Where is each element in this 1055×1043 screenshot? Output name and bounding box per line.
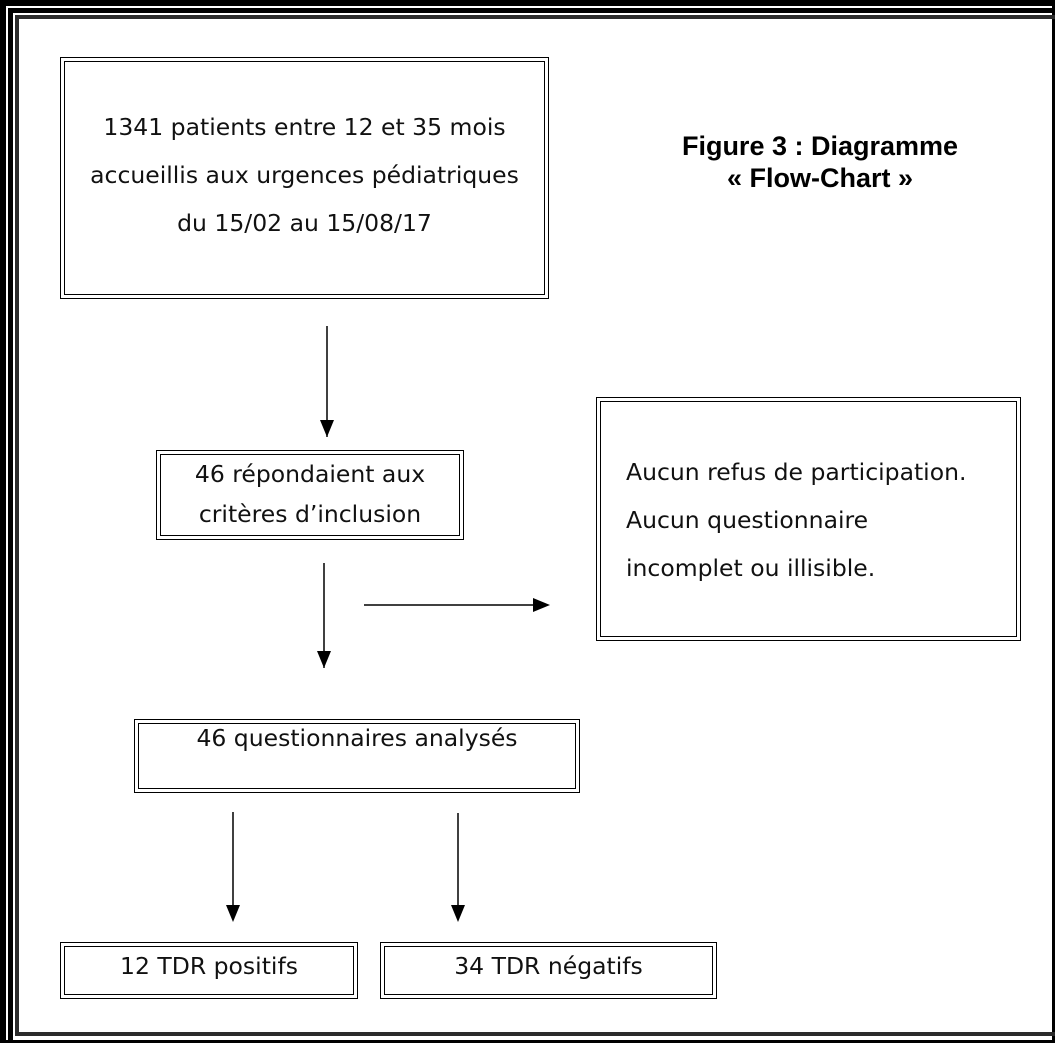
figure-title: Figure 3 : Diagramme « Flow-Chart » bbox=[620, 130, 1020, 194]
inner-frame bbox=[15, 15, 1055, 1036]
exclusion-text: Aucun refus de participation. Aucun ques… bbox=[626, 448, 966, 592]
inclusion-line2: critères d’inclusion bbox=[198, 500, 422, 528]
inclusion-line1: 46 répondaient aux bbox=[194, 460, 426, 488]
exclusion-box bbox=[596, 397, 1021, 641]
patients-line2: accueillis aux urgences pédiatriques bbox=[90, 161, 519, 189]
positive-box bbox=[60, 942, 358, 999]
positive-line1: 12 TDR positifs bbox=[120, 952, 298, 980]
negative-line1: 34 TDR négatifs bbox=[454, 952, 643, 980]
negative-text: 34 TDR négatifs bbox=[380, 946, 717, 986]
figure-title-line2: « Flow-Chart » bbox=[726, 163, 914, 193]
exclusion-line2: Aucun questionnaire bbox=[626, 506, 869, 534]
patients-line3: du 15/02 au 15/08/17 bbox=[177, 209, 432, 237]
arrow-analysed-to-positive-head bbox=[226, 905, 240, 922]
inclusion-text: 46 répondaient aux critères d’inclusion bbox=[156, 454, 464, 534]
analysed-text: 46 questionnaires analysés bbox=[134, 718, 580, 758]
frame-shadow bbox=[8, 8, 1055, 1043]
patients-text: 1341 patients entre 12 et 35 mois accuei… bbox=[60, 103, 549, 247]
negative-box bbox=[380, 942, 717, 999]
arrow-analysed-to-negative-head bbox=[451, 905, 465, 922]
positive-text: 12 TDR positifs bbox=[60, 946, 358, 986]
exclusion-line3: incomplet ou illisible. bbox=[626, 554, 876, 582]
patients-box bbox=[60, 57, 549, 299]
patients-line1: 1341 patients entre 12 et 35 mois bbox=[103, 113, 506, 141]
arrow-patients-to-inclusion-head bbox=[320, 420, 334, 437]
figure-title-line1: Figure 3 : Diagramme bbox=[681, 131, 959, 161]
arrow-inclusion-to-analysed-head bbox=[317, 651, 331, 668]
arrow-to-exclusion-head bbox=[533, 598, 550, 612]
analysed-line1: 46 questionnaires analysés bbox=[196, 724, 518, 752]
inclusion-box bbox=[156, 450, 464, 540]
exclusion-line1: Aucun refus de participation. bbox=[626, 458, 967, 486]
analysed-box bbox=[134, 719, 580, 793]
